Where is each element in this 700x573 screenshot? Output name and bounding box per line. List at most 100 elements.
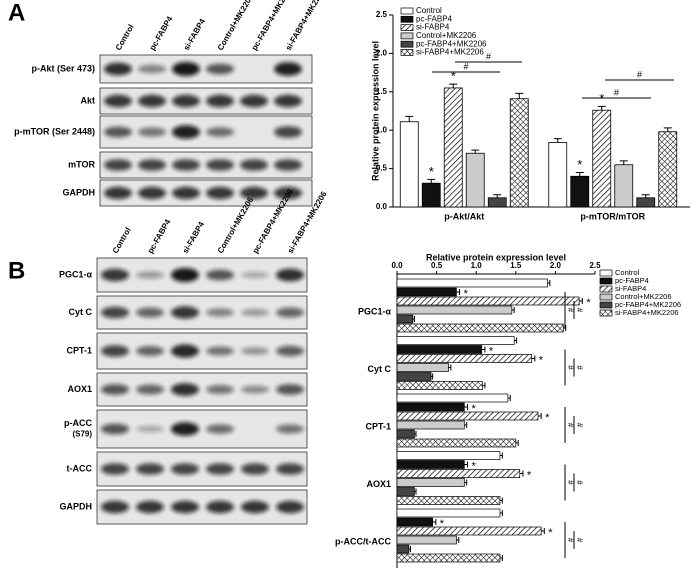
blot-band bbox=[241, 500, 269, 514]
error-bar bbox=[499, 510, 503, 516]
blot-band bbox=[138, 127, 166, 137]
bar bbox=[396, 336, 515, 345]
panel-label: B bbox=[8, 257, 25, 284]
blot-band bbox=[206, 269, 234, 281]
bar bbox=[396, 345, 483, 354]
annotation: # bbox=[566, 480, 575, 485]
blot-band bbox=[240, 159, 268, 171]
error-bar bbox=[579, 298, 583, 304]
row-label: p-ACC bbox=[64, 418, 92, 428]
blot-band bbox=[206, 346, 234, 356]
blot-band bbox=[276, 424, 304, 434]
annotation: # bbox=[566, 365, 575, 370]
legend-swatch bbox=[400, 15, 414, 23]
blot-band bbox=[276, 463, 304, 475]
blot-band bbox=[274, 126, 302, 138]
bar bbox=[658, 131, 678, 208]
y-tick-label: 2.5 bbox=[376, 10, 388, 19]
blot-band bbox=[206, 424, 234, 434]
error-bar bbox=[464, 404, 468, 410]
legend-label: si-FABP4 bbox=[416, 23, 450, 32]
bar bbox=[396, 287, 457, 297]
legend-swatch bbox=[400, 32, 414, 40]
blot-band bbox=[136, 346, 164, 356]
blot-band bbox=[276, 307, 304, 318]
error-bar bbox=[499, 497, 503, 504]
blot-band bbox=[240, 186, 268, 200]
y-tick-label: AOX1 bbox=[366, 479, 391, 489]
error-bar bbox=[405, 115, 414, 122]
x-tick-label: p-mTOR/mTOR bbox=[580, 211, 645, 221]
legend-swatch bbox=[400, 24, 414, 31]
row-label: Cyt C bbox=[68, 307, 92, 317]
error-bar bbox=[597, 105, 606, 111]
bar bbox=[396, 429, 415, 439]
legend-swatch bbox=[599, 285, 613, 293]
legend-swatch bbox=[599, 277, 613, 285]
error-bar bbox=[514, 337, 518, 344]
blot-band bbox=[274, 62, 302, 76]
bar bbox=[396, 323, 564, 333]
bar bbox=[548, 142, 568, 208]
blot-band bbox=[172, 186, 200, 200]
bar bbox=[614, 164, 634, 208]
bar bbox=[399, 121, 419, 208]
blot-band bbox=[104, 62, 132, 76]
significance-marker: * bbox=[464, 288, 469, 300]
blot-band bbox=[172, 125, 200, 139]
error-bar bbox=[432, 519, 437, 525]
bar bbox=[396, 420, 465, 430]
blot-band bbox=[104, 94, 132, 108]
bar bbox=[396, 517, 433, 527]
blot-band bbox=[171, 306, 199, 319]
blot-frame bbox=[96, 489, 308, 525]
annotation: # bbox=[637, 69, 642, 79]
blot-band bbox=[206, 159, 234, 171]
row-label: PGC1-α bbox=[59, 269, 93, 279]
error-bar bbox=[412, 316, 415, 322]
bar bbox=[396, 372, 432, 381]
y-tick-label: p-ACC/t-ACC bbox=[335, 536, 391, 546]
bar bbox=[396, 305, 513, 315]
blot-band bbox=[241, 271, 269, 279]
row-label: CPT-1 bbox=[66, 345, 92, 355]
blot-band bbox=[138, 159, 166, 171]
x-tick-label: p-Akt/Akt bbox=[444, 211, 484, 221]
x-tick-label: 1.5 bbox=[510, 261, 522, 270]
x-tick-label: 0.5 bbox=[431, 261, 443, 270]
legend-label: Control+MK2206 bbox=[416, 31, 477, 40]
bar bbox=[396, 381, 483, 390]
blot-band bbox=[171, 422, 199, 436]
x-tick-label: 2.5 bbox=[589, 261, 601, 270]
bar bbox=[396, 393, 509, 403]
bar bbox=[396, 496, 501, 505]
error-bar bbox=[641, 194, 650, 198]
annotation: # bbox=[575, 365, 584, 370]
lane-label: si-FABP4 bbox=[182, 17, 208, 52]
legend-label: Control+MK2206 bbox=[615, 292, 672, 301]
row-label: mTOR bbox=[68, 159, 95, 169]
bar bbox=[396, 526, 542, 536]
annotation: # bbox=[463, 61, 468, 71]
legend-swatch bbox=[599, 301, 613, 309]
error-bar bbox=[464, 461, 468, 468]
blot-frame bbox=[96, 409, 308, 449]
y-tick-label: Cyt C bbox=[367, 364, 391, 374]
blot-band bbox=[172, 94, 200, 108]
lane-label: Control bbox=[111, 226, 133, 255]
y-tick-label: PGC1-α bbox=[358, 306, 392, 316]
blot-band bbox=[172, 159, 200, 171]
significance-marker: * bbox=[451, 69, 456, 84]
error-bar bbox=[619, 160, 628, 165]
bar bbox=[443, 87, 463, 208]
legend-label: si-FABP4 bbox=[615, 284, 646, 293]
error-bar bbox=[493, 194, 502, 198]
y-tick-label: 1.0 bbox=[376, 125, 388, 134]
legend-swatch bbox=[400, 7, 414, 15]
blot-band bbox=[138, 94, 166, 108]
blot-band bbox=[136, 425, 164, 433]
annotation: # bbox=[566, 538, 575, 543]
legend-label: pc-FABP4 bbox=[615, 276, 649, 285]
bar bbox=[396, 553, 501, 563]
error-bar bbox=[464, 422, 468, 428]
